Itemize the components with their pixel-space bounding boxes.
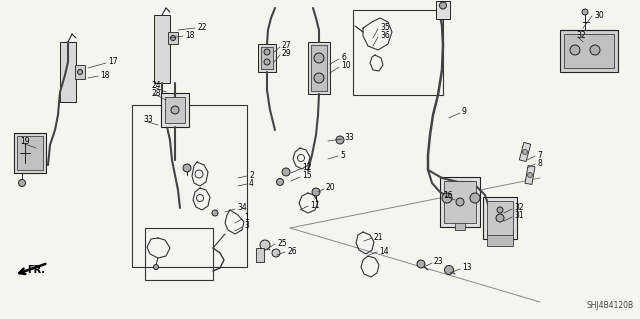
Text: 33: 33 <box>143 115 153 124</box>
Bar <box>60 42 76 102</box>
Circle shape <box>170 35 175 41</box>
Bar <box>145 228 213 280</box>
Text: 11: 11 <box>310 201 319 210</box>
Bar <box>436 1 450 19</box>
Bar <box>444 181 476 223</box>
Circle shape <box>19 180 26 187</box>
Bar <box>154 15 170 83</box>
Bar <box>525 166 535 184</box>
Circle shape <box>77 70 83 75</box>
Bar <box>256 248 264 262</box>
Circle shape <box>260 240 270 250</box>
Circle shape <box>264 59 270 65</box>
Text: 27: 27 <box>282 41 292 50</box>
Circle shape <box>276 179 284 186</box>
Bar <box>487 230 513 246</box>
Text: 33: 33 <box>344 133 354 143</box>
Text: 21: 21 <box>374 233 383 241</box>
Text: 29: 29 <box>282 49 292 58</box>
Bar <box>560 30 618 72</box>
Bar <box>258 44 276 72</box>
Text: 36: 36 <box>380 32 390 41</box>
Circle shape <box>264 49 270 55</box>
Text: 8: 8 <box>537 159 541 167</box>
Text: 19: 19 <box>20 137 29 146</box>
Bar <box>483 197 517 239</box>
Circle shape <box>212 210 218 216</box>
Text: 13: 13 <box>462 263 472 272</box>
Circle shape <box>440 2 447 9</box>
Circle shape <box>183 164 191 172</box>
Text: 9: 9 <box>462 108 467 116</box>
Bar <box>519 142 531 162</box>
Circle shape <box>497 207 503 213</box>
Text: 30: 30 <box>594 11 604 19</box>
Circle shape <box>171 106 179 114</box>
Text: 18: 18 <box>100 70 109 79</box>
Bar <box>75 65 85 79</box>
Circle shape <box>154 264 159 270</box>
Bar <box>308 42 330 94</box>
Text: 17: 17 <box>108 57 118 66</box>
Circle shape <box>312 188 320 196</box>
Circle shape <box>590 45 600 55</box>
Text: 24: 24 <box>152 81 162 91</box>
Circle shape <box>282 168 290 176</box>
Text: 32: 32 <box>514 204 524 212</box>
Text: 23: 23 <box>434 257 444 266</box>
Text: 12: 12 <box>302 164 312 173</box>
Text: 7: 7 <box>537 151 542 160</box>
Text: 10: 10 <box>341 62 351 70</box>
Circle shape <box>336 136 344 144</box>
Text: 16: 16 <box>443 190 452 199</box>
Bar <box>353 10 443 95</box>
Text: SHJ4B4120B: SHJ4B4120B <box>587 301 634 310</box>
Circle shape <box>522 150 527 154</box>
Text: FR.: FR. <box>27 265 45 275</box>
Bar <box>168 32 178 44</box>
Bar <box>14 133 46 173</box>
Text: 5: 5 <box>340 151 345 160</box>
Text: 25: 25 <box>277 239 287 248</box>
Text: 6: 6 <box>341 54 346 63</box>
Circle shape <box>272 249 280 257</box>
Bar <box>564 34 614 68</box>
Circle shape <box>570 45 580 55</box>
Bar <box>165 97 185 123</box>
Bar <box>17 136 43 170</box>
Bar <box>261 47 273 69</box>
Text: 15: 15 <box>302 172 312 181</box>
Text: 2: 2 <box>249 170 253 180</box>
Text: 22: 22 <box>197 23 207 32</box>
Circle shape <box>314 53 324 63</box>
Text: 4: 4 <box>249 179 254 188</box>
Bar <box>132 105 247 267</box>
Text: 14: 14 <box>379 247 388 256</box>
Bar <box>487 201 513 235</box>
Circle shape <box>470 193 480 203</box>
Circle shape <box>527 173 532 177</box>
Circle shape <box>417 260 425 268</box>
Text: 3: 3 <box>244 221 249 231</box>
Text: 18: 18 <box>185 31 195 40</box>
Text: 35: 35 <box>380 24 390 33</box>
Text: 32: 32 <box>576 32 586 41</box>
Text: 1: 1 <box>244 213 249 222</box>
Text: 34: 34 <box>237 204 247 212</box>
Text: 20: 20 <box>326 183 335 192</box>
Bar <box>311 45 327 91</box>
Circle shape <box>582 9 588 15</box>
Text: 28: 28 <box>152 88 161 98</box>
Circle shape <box>456 198 464 206</box>
Text: 31: 31 <box>514 211 524 220</box>
Bar <box>440 177 480 227</box>
Bar <box>161 93 189 127</box>
Circle shape <box>442 193 452 203</box>
Text: 26: 26 <box>287 247 296 256</box>
Bar <box>455 214 465 230</box>
Circle shape <box>445 265 454 275</box>
Circle shape <box>496 214 504 222</box>
Circle shape <box>314 73 324 83</box>
